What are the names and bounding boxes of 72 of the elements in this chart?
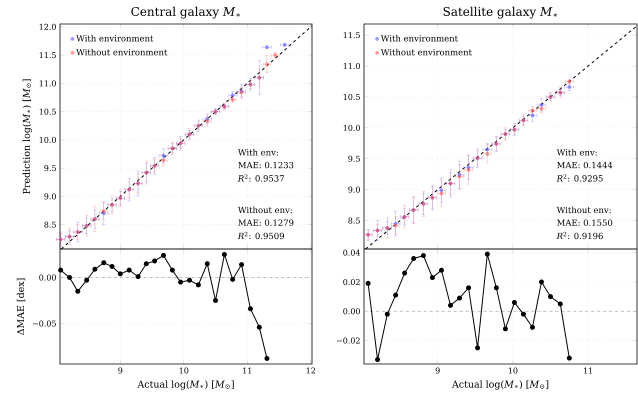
point xyxy=(530,324,535,330)
point xyxy=(84,278,90,283)
annotation: R$^{2}$: 0.9295 xyxy=(556,174,603,182)
point xyxy=(393,292,398,298)
point xyxy=(512,300,517,305)
point xyxy=(101,260,106,266)
annotation: R$^{2}$: 0.9509 xyxy=(238,232,284,240)
point xyxy=(466,285,472,290)
point xyxy=(75,288,80,294)
point xyxy=(520,312,526,317)
point xyxy=(420,253,426,258)
point xyxy=(204,261,210,266)
point xyxy=(484,252,490,257)
point xyxy=(256,324,262,330)
annotation: MAE: 0.1444 xyxy=(557,162,612,168)
chart-title: Satellite galaxy M$_{∗}$ xyxy=(444,6,558,18)
point xyxy=(457,296,462,301)
annotation: With env: xyxy=(238,148,278,156)
annotation: Without env: xyxy=(556,206,611,214)
annotation: With env: xyxy=(556,148,597,156)
point xyxy=(67,275,72,280)
point xyxy=(548,294,554,300)
point xyxy=(144,261,149,266)
annotation: Without env: xyxy=(238,206,292,214)
point xyxy=(375,357,380,362)
point xyxy=(248,306,253,312)
point xyxy=(402,270,408,276)
point xyxy=(264,356,270,361)
chart-title: Central galaxy M$_{∗}$ xyxy=(131,6,240,18)
point xyxy=(384,312,390,317)
point xyxy=(196,282,201,288)
point xyxy=(239,262,244,268)
annotation: MAE: 0.1233 xyxy=(238,162,294,168)
point xyxy=(430,275,435,280)
annotation: R$^{2}$: 0.9196 xyxy=(556,232,603,240)
point xyxy=(160,252,166,258)
y-axis-title: Prediction log(M$_{∗}$) [M$_{⊙}$] xyxy=(22,79,32,194)
point xyxy=(152,258,158,264)
legend-label: Without environment xyxy=(380,48,472,56)
annotation: MAE: 0.1550 xyxy=(557,219,612,226)
point xyxy=(539,279,544,284)
point xyxy=(475,345,480,350)
point xyxy=(485,148,490,152)
point xyxy=(110,264,115,269)
legend-label: With environment xyxy=(380,34,458,42)
point xyxy=(411,256,416,262)
point xyxy=(213,298,218,304)
point xyxy=(366,280,371,286)
point xyxy=(502,326,508,332)
point xyxy=(230,276,236,282)
point xyxy=(162,154,166,158)
legend-label: With environment xyxy=(76,34,154,42)
point xyxy=(136,274,141,280)
legend-label: Without environment xyxy=(76,48,168,56)
point xyxy=(170,268,175,273)
annotation: R$^{2}$: 0.9537 xyxy=(238,174,284,182)
annotation: MAE: 0.1279 xyxy=(238,219,294,226)
point xyxy=(438,268,444,273)
point xyxy=(222,252,227,258)
point xyxy=(448,302,453,308)
point xyxy=(58,268,64,273)
x-axis-title: Actual log(M$_{∗}$) [M$_{⊙}$] xyxy=(137,380,234,390)
y-axis-title: ΔMAE [dex] xyxy=(16,278,26,335)
x-axis-title: Actual log(M$_{∗}$) [M$_{⊙}$] xyxy=(452,380,548,390)
point xyxy=(126,268,132,273)
point xyxy=(566,356,572,361)
point xyxy=(187,278,192,283)
point xyxy=(118,271,123,276)
point xyxy=(178,280,184,285)
point xyxy=(92,266,98,272)
point xyxy=(558,301,563,306)
point xyxy=(494,285,499,290)
